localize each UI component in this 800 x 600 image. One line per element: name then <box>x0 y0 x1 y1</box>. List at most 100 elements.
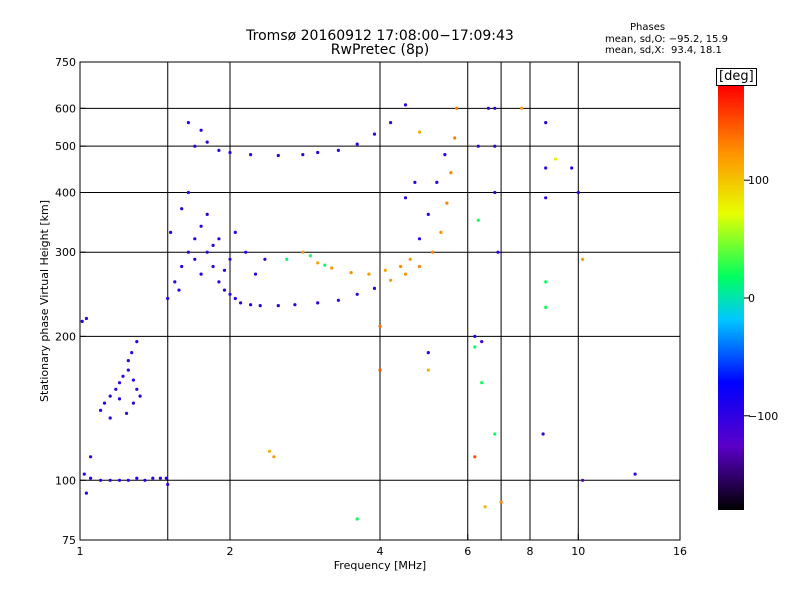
data-point <box>131 401 135 405</box>
data-point <box>445 201 449 205</box>
data-point <box>130 351 134 355</box>
data-point <box>443 153 447 157</box>
x-axis-label: Frequency [MHz] <box>334 559 426 572</box>
data-point <box>308 254 312 258</box>
data-point <box>417 130 422 134</box>
data-point <box>476 218 480 222</box>
data-point <box>239 301 243 305</box>
data-point <box>378 368 382 372</box>
data-point <box>89 476 93 480</box>
data-point <box>217 148 221 152</box>
data-point <box>355 292 359 296</box>
data-point <box>285 257 289 261</box>
data-point <box>228 257 232 261</box>
data-point <box>169 230 173 234</box>
data-point <box>222 288 227 292</box>
data-point <box>336 298 340 302</box>
grid-lines <box>80 62 680 540</box>
data-point <box>89 455 93 459</box>
data-point <box>131 378 135 382</box>
data-point <box>520 106 524 110</box>
data-point <box>267 449 272 453</box>
data-point <box>135 476 139 480</box>
x-tick-label: 16 <box>673 545 687 558</box>
data-point <box>158 476 162 480</box>
data-point <box>493 106 497 110</box>
data-point <box>193 257 197 261</box>
y-tick-label: 400 <box>55 186 76 199</box>
data-point <box>211 243 215 247</box>
data-point <box>233 230 237 234</box>
data-point <box>126 359 130 363</box>
data-point <box>367 272 371 276</box>
data-point <box>581 478 585 482</box>
data-point <box>205 140 209 144</box>
colorbar-tick-label: 0 <box>748 292 755 305</box>
data-point <box>233 296 237 301</box>
data-point <box>426 351 430 355</box>
data-point <box>399 264 403 269</box>
data-point <box>244 250 248 254</box>
data-point <box>193 237 197 241</box>
colorbar-unit: [deg] <box>716 68 757 86</box>
data-point <box>82 472 86 476</box>
y-tick-label: 500 <box>55 140 76 153</box>
y-tick-label: 300 <box>55 246 76 259</box>
data-point <box>199 272 203 276</box>
data-point <box>177 288 181 292</box>
data-point <box>228 292 232 296</box>
data-point <box>316 261 320 265</box>
data-point <box>102 401 107 405</box>
data-point <box>253 272 258 276</box>
data-point <box>135 340 139 344</box>
data-point <box>151 476 155 480</box>
data-point <box>570 166 574 170</box>
data-point <box>499 500 503 504</box>
x-tick-label: 8 <box>527 545 534 558</box>
data-point <box>435 180 439 184</box>
stats-line-x: mean, sd,X: 93.4, 18.1 <box>605 45 722 56</box>
chart-title: Tromsø 20160912 17:08:00−17:09:43 <box>246 28 514 44</box>
data-point <box>84 316 88 321</box>
data-point <box>186 190 190 195</box>
data-point <box>473 345 477 349</box>
data-point <box>99 478 103 482</box>
data-point <box>166 296 170 301</box>
data-point <box>84 491 88 495</box>
data-point <box>473 334 477 338</box>
data-point <box>205 212 209 216</box>
y-tick-label: 600 <box>55 102 76 115</box>
data-point <box>263 257 267 261</box>
data-point <box>301 250 305 254</box>
data-point <box>99 408 103 412</box>
data-point <box>126 368 130 372</box>
data-point <box>453 136 457 140</box>
data-point <box>258 304 262 308</box>
data-point <box>143 478 147 482</box>
data-point <box>426 368 430 372</box>
data-point <box>389 121 393 125</box>
data-point <box>166 482 170 487</box>
data-point <box>355 517 359 521</box>
data-point <box>633 472 637 476</box>
data-point <box>383 268 387 272</box>
data-point <box>114 387 118 391</box>
data-point <box>349 271 353 275</box>
data-point <box>330 266 334 270</box>
axis-ticks: 1 2 4 6 8 10 16 75 100 200 300 400 500 600 750 <box>55 56 687 558</box>
data-point <box>205 250 209 254</box>
data-point <box>541 432 545 436</box>
data-point <box>576 190 580 195</box>
data-point <box>426 212 430 216</box>
data-point <box>403 103 408 107</box>
data-point <box>544 196 548 200</box>
colorbar-tick-label: −100 <box>748 410 778 423</box>
data-point <box>544 305 548 309</box>
data-point <box>117 381 122 385</box>
data-point <box>455 106 459 110</box>
x-tick-label: 2 <box>227 545 234 558</box>
x-tick-label: 6 <box>464 545 471 558</box>
y-tick-label: 75 <box>62 534 76 547</box>
data-point <box>486 106 490 110</box>
